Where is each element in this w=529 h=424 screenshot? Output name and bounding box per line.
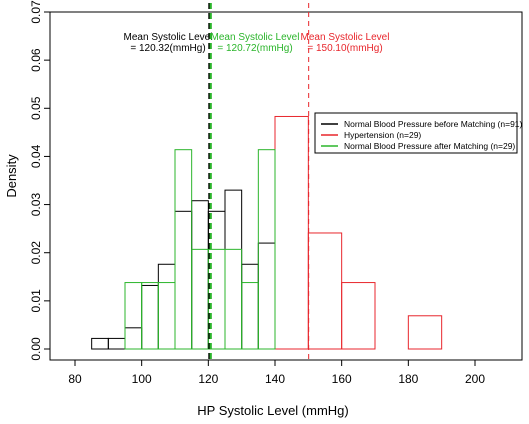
histogram-bar-series-3 bbox=[157, 282, 176, 350]
y-axis: 0.00 0.01 0.02 0.03 0.04 0.05 0.06 0.07 bbox=[29, 0, 51, 361]
mean-label-title: Mean Systolic Level bbox=[211, 32, 300, 43]
mean-label-value: = 120.32(mmHg) bbox=[130, 43, 205, 54]
histogram-bar-series-1 bbox=[191, 200, 209, 350]
histogram-bar-series-1 bbox=[257, 242, 276, 350]
legend-entry: Hypertension (n=29) bbox=[344, 130, 421, 140]
mean-lines: Mean Systolic Level= 120.32(mmHg)Mean Sy… bbox=[124, 3, 390, 360]
legend-box bbox=[314, 112, 518, 154]
x-tick-label: 100 bbox=[132, 372, 152, 386]
histogram-bar-series-2 bbox=[341, 282, 376, 350]
legend: Normal Blood Pressure before Matching (n… bbox=[314, 112, 523, 154]
histogram-bar-series-1 bbox=[141, 284, 159, 350]
histogram-bar-series-1 bbox=[124, 327, 143, 350]
mean-label-value: = 120.72(mmHg) bbox=[217, 43, 292, 54]
histogram-bar-series-1 bbox=[241, 263, 259, 350]
y-tick-label: 0.04 bbox=[29, 144, 43, 168]
y-tick-label: 0.02 bbox=[29, 241, 43, 265]
histogram-bar-series-1 bbox=[91, 337, 109, 350]
histogram-bar-series-3 bbox=[241, 282, 259, 350]
histogram-bar-series-1 bbox=[107, 337, 126, 350]
histogram-bar-series-2 bbox=[307, 232, 343, 350]
histogram-bar-series-3 bbox=[174, 149, 193, 350]
x-tick-label: 160 bbox=[332, 372, 352, 386]
histogram-bar-series-1 bbox=[174, 210, 193, 350]
x-tick-label: 200 bbox=[465, 372, 485, 386]
histogram-bar-series-1 bbox=[157, 263, 176, 350]
x-axis-label: HP Systolic Level (mmHg) bbox=[197, 403, 348, 418]
legend-entry: Normal Blood Pressure before Matching (n… bbox=[344, 119, 523, 129]
y-tick-label: 0.00 bbox=[29, 337, 43, 361]
histogram-bar-series-3 bbox=[191, 248, 209, 350]
mean-label-title: Mean Systolic Level bbox=[301, 32, 390, 43]
x-tick-label: 120 bbox=[198, 372, 218, 386]
histogram-bar-series-3 bbox=[124, 282, 143, 350]
x-tick-label: 180 bbox=[398, 372, 418, 386]
legend-entry: Normal Blood Pressure after Matching (n=… bbox=[344, 141, 515, 151]
y-tick-label: 0.07 bbox=[29, 0, 43, 24]
y-tick-label: 0.06 bbox=[29, 48, 43, 72]
mean-label-title: Mean Systolic Level bbox=[124, 32, 213, 43]
plot-frame bbox=[49, 11, 523, 361]
histogram-bar-series-3 bbox=[257, 149, 276, 350]
histogram-bars bbox=[91, 115, 443, 350]
y-axis-label: Density bbox=[4, 154, 19, 198]
x-tick-label: 140 bbox=[265, 372, 285, 386]
y-tick-label: 0.01 bbox=[29, 289, 43, 313]
histogram-bar-series-2 bbox=[274, 115, 309, 350]
x-axis: 80 100 120 140 160 180 200 bbox=[68, 359, 485, 386]
y-tick-label: 0.03 bbox=[29, 193, 43, 217]
mean-label-value: = 150.10(mmHg) bbox=[307, 43, 382, 54]
histogram-bar-series-3 bbox=[141, 282, 159, 350]
histogram-bar-series-3 bbox=[224, 248, 243, 350]
y-tick-label: 0.05 bbox=[29, 96, 43, 120]
histogram-bar-series-1 bbox=[224, 189, 243, 350]
histogram-bar-series-2 bbox=[407, 315, 443, 350]
x-tick-label: 80 bbox=[68, 372, 82, 386]
